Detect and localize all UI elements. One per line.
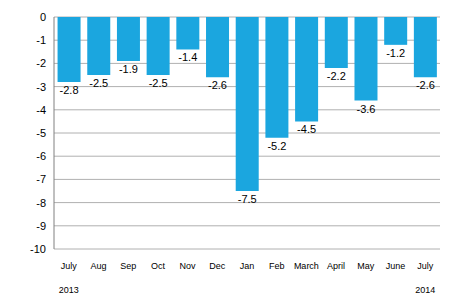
svg-text:May: May: [357, 261, 375, 271]
svg-text:-2.5: -2.5: [89, 77, 108, 89]
svg-text:Sep: Sep: [120, 261, 136, 271]
svg-text:-7: -7: [36, 173, 46, 185]
svg-text:2013: 2013: [59, 285, 79, 294]
svg-text:-2.8: -2.8: [60, 84, 79, 96]
svg-text:Nov: Nov: [180, 261, 197, 271]
svg-text:March: March: [294, 261, 319, 271]
svg-text:-2.6: -2.6: [208, 79, 227, 91]
svg-text:-6: -6: [36, 150, 46, 162]
svg-text:Jan: Jan: [240, 261, 255, 271]
svg-text:-3.6: -3.6: [357, 103, 376, 115]
svg-text:June: June: [386, 261, 406, 271]
svg-text:-2.5: -2.5: [149, 77, 168, 89]
svg-text:Feb: Feb: [269, 261, 285, 271]
svg-text:-4: -4: [36, 104, 46, 116]
svg-text:Dec: Dec: [209, 261, 226, 271]
svg-text:July: July: [417, 261, 434, 271]
svg-text:-2.6: -2.6: [416, 79, 435, 91]
svg-text:-1.2: -1.2: [386, 47, 405, 59]
svg-text:-1.4: -1.4: [178, 51, 197, 63]
svg-text:-1: -1: [36, 34, 46, 46]
svg-text:-5.2: -5.2: [267, 140, 286, 152]
svg-text:-3: -3: [36, 81, 46, 93]
svg-text:-5: -5: [36, 127, 46, 139]
svg-text:-1.9: -1.9: [119, 63, 138, 75]
svg-text:-7.5: -7.5: [238, 193, 257, 205]
svg-text:-4.5: -4.5: [297, 123, 316, 135]
svg-text:2014: 2014: [415, 285, 435, 294]
svg-text:-9: -9: [36, 220, 46, 232]
svg-text:0: 0: [40, 11, 46, 23]
svg-text:Oct: Oct: [151, 261, 166, 271]
svg-text:-10: -10: [30, 243, 46, 255]
svg-text:-2.2: -2.2: [327, 70, 346, 82]
svg-text:-8: -8: [36, 197, 46, 209]
svg-text:-2: -2: [36, 57, 46, 69]
svg-text:July: July: [61, 261, 78, 271]
svg-text:April: April: [327, 261, 345, 271]
svg-text:Aug: Aug: [91, 261, 107, 271]
